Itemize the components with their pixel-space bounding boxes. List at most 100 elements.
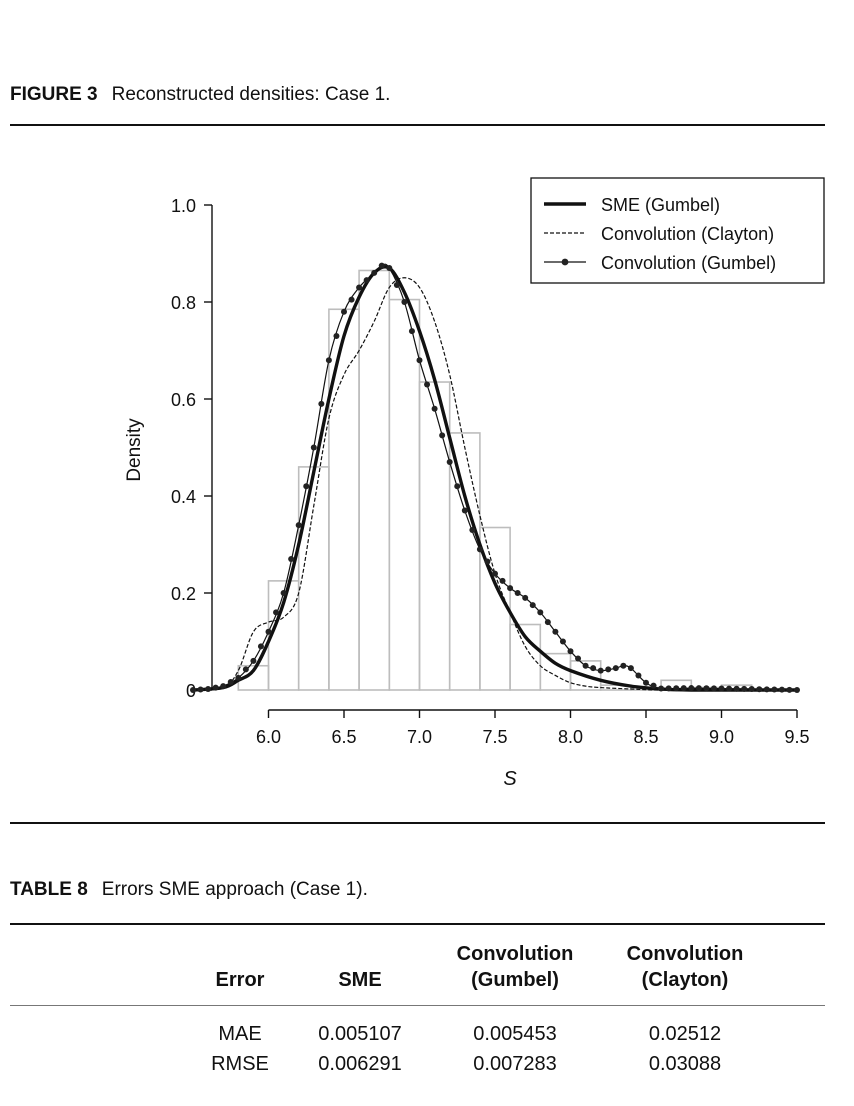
series-point [257,643,264,650]
table-cell-conv-clayton: 0.03088 [648,1053,722,1075]
table-cell-error: MAE [218,1023,262,1045]
y-tick-label: 0.6 [171,390,196,410]
series-point [695,685,702,692]
series-point [348,296,355,303]
x-tick-label: 6.5 [331,727,356,747]
series-point [718,685,725,692]
series-point [514,590,521,596]
series-point [771,686,778,693]
series-thick-solid [192,265,797,692]
series-point [439,432,446,439]
x-tick-label: 9.0 [709,727,734,747]
series-point [476,546,483,553]
series-point [575,655,582,662]
series-point [726,685,733,692]
table-cell-conv-gumbel: 0.007283 [473,1053,557,1075]
y-axis-label: Density [124,418,145,482]
histogram-bar [358,269,391,691]
series-point [303,483,310,490]
histogram-bar [388,298,421,691]
series-point [205,686,212,693]
series-point [288,556,295,563]
series-point [492,570,498,577]
series-point [265,628,272,635]
series-point [341,308,347,315]
series-point [197,686,204,693]
series-point [710,685,717,692]
legend-label: Convolution (Clayton) [601,224,774,244]
histogram-bar [539,652,572,691]
legend-label: Convolution (Gumbel) [601,253,776,273]
x-tick-label: 8.0 [558,727,583,747]
legend-item: Convolution (Clayton) [544,224,774,244]
series-point [680,685,687,692]
y-tick-label: 0.2 [171,584,196,604]
series-point [424,381,431,388]
y-tick-label: 0.4 [171,487,196,507]
series-dashed [192,277,797,691]
table-label: TABLE 8 [10,879,88,900]
series-line [192,265,797,692]
series-point [386,265,393,272]
series-point [499,577,506,584]
table-caption-text: Errors SME approach (Case 1). [101,879,368,900]
figure-caption-text: Reconstructed densities: Case 1. [111,84,391,105]
series-point [756,686,763,693]
figure-label: FIGURE 3 [10,84,98,105]
series-point [416,357,423,364]
x-axis-label: S [503,768,517,790]
legend-item: SME (Gumbel) [544,195,720,215]
x-tick-label: 7.5 [482,727,507,747]
series-point [552,628,559,635]
legend: SME (Gumbel) Convolution (Clayton) Convolu… [530,177,825,284]
series-point [401,299,408,305]
series-point [605,666,612,673]
series-point [378,262,385,269]
series-point [356,284,363,291]
series-line [192,263,798,691]
series-point [763,686,770,693]
series-point [220,683,227,690]
table-cell-sme: 0.005107 [318,1023,402,1045]
series-point [310,444,317,451]
series-point [778,686,785,693]
header-error: Error [215,969,265,991]
y-tick-label: 1.0 [171,196,196,216]
series-point [190,687,196,693]
series-point [325,357,332,364]
series-point [559,638,566,645]
density-chart: 00.20.40.60.81.06.06.57.07.58.08.59.09.5… [124,177,825,790]
legend-box [530,177,825,284]
series-point [363,277,370,284]
histogram-bar [448,432,481,691]
series-point [635,672,642,679]
series-point [544,619,551,626]
series-line-dots [190,262,800,693]
x-tick-label: 6.0 [256,727,281,747]
series-point [590,665,597,672]
series-point [650,682,657,689]
series-point [461,507,468,514]
series-point [250,657,257,664]
series-point [582,662,589,669]
histogram-bar [328,308,360,691]
chart-axes: 00.20.40.60.81.06.06.57.07.58.08.59.09.5 [171,196,810,747]
series-point [273,609,280,616]
series-point [522,594,529,601]
figure-top-rule [10,124,825,126]
series-point [227,678,234,685]
series-point [393,282,400,289]
series-point [627,665,634,672]
legend-item: Convolution (Gumbel) [544,253,776,273]
histogram-bar [418,381,451,691]
table-caption: TABLE 8 Errors SME approach (Case 1). [10,879,368,901]
histogram-bar [479,526,511,691]
series-point [484,558,491,565]
series-point [665,685,672,692]
series-point [529,602,536,609]
figure-bottom-rule [10,822,825,824]
series-point [469,526,476,533]
table-cell-error: RMSE [211,1053,269,1075]
header-conv-clayton-line1: Convolution [626,943,744,965]
series-point [333,332,340,339]
